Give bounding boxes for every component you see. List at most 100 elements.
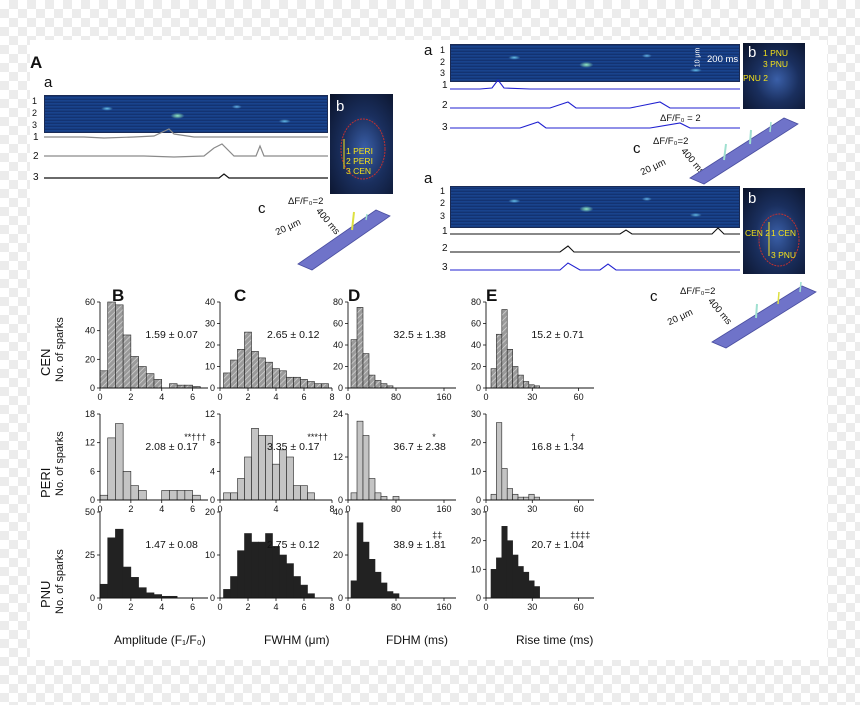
- scan3-label-2: 2: [440, 198, 446, 208]
- bar-peri-fwhm-2: [237, 478, 245, 501]
- bar-cen-fwhm-7: [272, 368, 280, 389]
- panel-letter-a: A: [30, 53, 43, 72]
- panel-letter-c: C: [234, 286, 247, 305]
- trace-label-2: 2: [33, 151, 39, 162]
- x-tick-label-pnu-fwhm-4: 8: [329, 602, 334, 612]
- y-tick-label-pnu-rise-time-2: 20: [471, 536, 481, 546]
- panel-letter-d: D: [348, 286, 361, 305]
- y-tick-label-cen-rise-time-1: 20: [471, 362, 481, 372]
- bar-cen-amplitude-0: [99, 370, 109, 389]
- x-tick-label-peri-fdhm-1: 80: [391, 504, 401, 514]
- bar-peri-fwhm-8: [279, 449, 287, 501]
- bar-pnu-rise-time-8: [533, 586, 540, 599]
- bar-pnu-rise-time-0: [490, 569, 497, 599]
- bar-pnu-amplitude-0: [99, 583, 109, 599]
- x-tick-label-cen-rise-time-2: 60: [574, 392, 584, 402]
- fluorescence-traces: [44, 128, 328, 179]
- bar-peri-amplitude-12: [192, 494, 201, 501]
- x-tick-label-pnu-rise-time-1: 30: [527, 602, 537, 612]
- y-tick-label-cen-rise-time-2: 40: [471, 340, 481, 350]
- y-tick-label-cen-fdhm-3: 60: [333, 319, 343, 329]
- annotation-peri-rise-time: 16.8 ± 1.34: [531, 441, 584, 453]
- cell1-label-1: 1 PERI: [346, 146, 373, 156]
- bar-pnu-rise-time-5: [517, 566, 524, 599]
- y-tick-label-pnu-fwhm-2: 20: [205, 507, 215, 517]
- bar-pnu-amplitude-1: [107, 537, 116, 599]
- bar-cen-amplitude-2: [115, 304, 124, 389]
- y-tick-label-cen-fwhm-1: 10: [205, 362, 215, 372]
- bar-cen-rise-time-3: [506, 348, 513, 389]
- trace3-label-3: 3: [442, 262, 448, 273]
- significance-pnu-fdhm: ‡‡: [432, 530, 442, 540]
- x-tick-label-pnu-fwhm-3: 6: [301, 602, 306, 612]
- figure: A a 1 2 3 1 2 3 1 PERI 2 PERI 3 CEN b c …: [30, 40, 827, 660]
- bar-pnu-amplitude-7: [153, 594, 163, 599]
- sub-letter-a-2: a: [424, 42, 433, 59]
- y-tick-label-peri-rise-time-2: 20: [471, 438, 481, 448]
- y-tick-label-peri-fdhm-2: 24: [333, 409, 343, 419]
- scan2-label-2: 2: [440, 57, 446, 67]
- surface-plot-3: [711, 281, 817, 349]
- bar-peri-rise-time-7: [528, 493, 535, 501]
- x-tick-label-pnu-rise-time-0: 0: [483, 602, 488, 612]
- sub-letter-b-2: b: [748, 44, 757, 61]
- bar-pnu-rise-time-3: [506, 540, 513, 599]
- bar-cen-fwhm-8: [279, 370, 287, 389]
- y-tick-label-cen-rise-time-3: 60: [471, 319, 481, 329]
- cell1-label-2: 2 PERI: [346, 156, 373, 166]
- bar-peri-rise-time-1: [496, 422, 503, 501]
- x-tick-label-cen-amplitude-2: 4: [159, 392, 164, 402]
- bar-cen-fwhm-12: [307, 381, 315, 389]
- scale-df-3d-3: ΔF/F₀=2: [680, 286, 716, 297]
- bar-pnu-fwhm-7: [272, 546, 280, 599]
- x-tick-label-cen-fdhm-2: 160: [436, 392, 451, 402]
- annotation-cen-amplitude: 1.59 ± 0.07: [145, 329, 198, 341]
- x-tick-label-pnu-rise-time-2: 60: [574, 602, 584, 612]
- trace2-label-1: 1: [442, 80, 448, 91]
- sub-letter-c: c: [258, 200, 266, 217]
- y-tick-label-peri-fwhm-0: 0: [210, 495, 215, 505]
- x-tick-label-peri-rise-time-2: 60: [574, 504, 584, 514]
- y-tick-label-cen-rise-time-4: 80: [471, 297, 481, 307]
- bar-peri-amplitude-1: [107, 437, 116, 501]
- x-tick-label-cen-rise-time-1: 30: [527, 392, 537, 402]
- bar-pnu-rise-time-4: [512, 554, 519, 599]
- bar-cen-fwhm-2: [237, 348, 245, 389]
- y-tick-label-cen-fdhm-4: 80: [333, 297, 343, 307]
- bar-peri-fdhm-1: [356, 420, 364, 501]
- bar-peri-fdhm-2: [362, 435, 370, 501]
- x-tick-label-cen-amplitude-3: 6: [190, 392, 195, 402]
- y-tick-label-pnu-fwhm-0: 0: [210, 593, 215, 603]
- surface-plot-1: [297, 209, 391, 271]
- sub-letter-c-3: c: [650, 288, 658, 305]
- bar-pnu-amplitude-4: [130, 577, 139, 599]
- scan-label-2: 2: [32, 108, 38, 118]
- bar-cen-amplitude-6: [145, 373, 155, 389]
- axis-title-fwhm: FWHM (μm): [264, 633, 330, 647]
- bar-peri-fwhm-12: [307, 492, 315, 501]
- linescan-image-3: [450, 186, 740, 228]
- sub-letter-b: b: [336, 98, 345, 115]
- bar-pnu-fwhm-5: [258, 541, 266, 599]
- y-tick-label-peri-fwhm-3: 12: [205, 409, 215, 419]
- bar-peri-amplitude-0: [99, 494, 109, 501]
- annotation-pnu-rise-time: 20.7 ± 1.04: [531, 539, 584, 551]
- significance-peri-rise-time: †: [570, 432, 575, 442]
- x-tick-label-pnu-fdhm-2: 160: [436, 602, 451, 612]
- bar-cen-rise-time-6: [523, 381, 530, 389]
- bar-pnu-rise-time-1: [496, 557, 503, 599]
- y-tick-label-cen-fwhm-4: 40: [205, 297, 215, 307]
- bar-cen-amplitude-3: [122, 334, 132, 389]
- bar-cen-fdhm-0: [350, 339, 358, 389]
- sub-letter-c-2: c: [633, 140, 641, 157]
- bar-pnu-fdhm-2: [362, 541, 370, 599]
- x-tick-label-cen-fdhm-0: 0: [345, 392, 350, 402]
- y-tick-label-cen-fdhm-2: 40: [333, 340, 343, 350]
- bar-peri-fwhm-9: [286, 456, 294, 501]
- bar-cen-amplitude-5: [138, 366, 147, 389]
- cell2-label-3: PNU 2: [743, 73, 769, 83]
- x-tick-label-cen-fwhm-0: 0: [217, 392, 222, 402]
- bar-pnu-rise-time-6: [523, 571, 530, 599]
- x-tick-label-cen-fdhm-1: 80: [391, 392, 401, 402]
- trace3-label-1: 1: [442, 226, 448, 237]
